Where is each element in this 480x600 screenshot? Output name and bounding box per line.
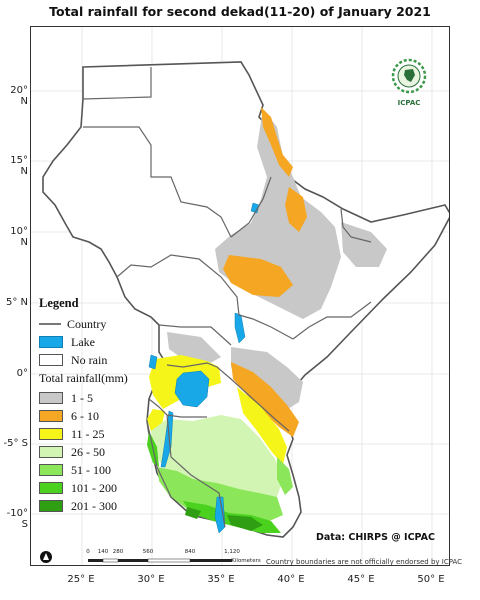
rainfall-class-swatch (39, 392, 63, 404)
region-landmass (42, 61, 449, 538)
legend-title: Legend (39, 296, 79, 310)
lake-victoria (174, 370, 210, 408)
rainfall-class-label: 11 - 25 (71, 426, 105, 441)
scale-label-0: 0 (86, 549, 90, 555)
lon-tick-40e: 40° E (277, 574, 305, 585)
lake-swatch (39, 336, 63, 348)
legend-class-row: 1 - 5 (39, 389, 169, 407)
rainfall-class-label: 1 - 5 (71, 390, 93, 405)
lat-tick-20n: 20° N (10, 85, 28, 107)
rainfall-class-label: 201 - 300 (71, 498, 117, 513)
legend-class-row: 201 - 300 (39, 497, 169, 515)
norain-swatch (39, 354, 63, 366)
legend-class-row: 11 - 25 (39, 425, 169, 443)
scale-label-840: 840 (184, 549, 196, 555)
lon-tick-25e: 25° E (67, 574, 95, 585)
legend-country-label: Country (67, 316, 107, 331)
rainfall-class-swatch (39, 446, 63, 458)
icpac-logo: ICPAC (386, 58, 432, 107)
lat-tick-10n: 10° N (10, 226, 28, 248)
scale-label-1120: 1,120 (224, 549, 240, 555)
scale-bar: 0 140 280 560 840 1,120 Kilometers (80, 549, 260, 567)
scale-unit: Kilometers (231, 558, 261, 564)
boundary-disclaimer: Country boundaries are not officially en… (266, 558, 463, 566)
scale-label-280: 280 (112, 549, 124, 555)
rainfall-class-swatch (39, 482, 63, 494)
igad-emblem-icon (391, 58, 427, 94)
rainfall-class-swatch (39, 464, 63, 476)
lon-tick-35e: 35° E (207, 574, 235, 585)
lake-albert (148, 354, 158, 370)
country-line-symbol (39, 323, 61, 325)
legend-lake-label: Lake (71, 334, 95, 349)
north-arrow-icon (40, 551, 52, 563)
legend-lake-row: Lake (39, 333, 169, 351)
rainfall-class-label: 51 - 100 (71, 462, 111, 477)
lat-tick-5n: 5° N (5, 297, 28, 308)
lake-malawi (214, 496, 226, 534)
legend-class-row: 51 - 100 (39, 461, 169, 479)
legend-rain-title: Total rainfall(mm) (39, 371, 128, 385)
legend-classes: 1 - 5 6 - 10 11 - 25 26 - 50 51 - 100 101 - 2… (39, 389, 169, 515)
legend-class-row: 6 - 10 (39, 407, 169, 425)
map-title: Total rainfall for second dekad(11-20) o… (49, 4, 431, 19)
rainfall-class-swatch (39, 410, 63, 422)
legend-norain-label: No rain (71, 352, 108, 367)
lake-tana (250, 202, 260, 214)
lat-tick-15n: 15° N (10, 155, 28, 177)
rainfall-class-swatch (39, 500, 63, 512)
lat-tick-0: 0° (16, 368, 28, 379)
lake-tanganyika (160, 410, 174, 468)
lon-tick-45e: 45° E (347, 574, 375, 585)
logo-label: ICPAC (397, 99, 421, 107)
lakes (148, 202, 260, 534)
map-frame (30, 26, 450, 566)
lat-tick-10s: -10° S (6, 508, 28, 530)
lon-tick-30e: 30° E (137, 574, 165, 585)
rainfall-class-label: 101 - 200 (71, 480, 117, 495)
lat-tick-5s: -5° S (3, 438, 29, 449)
legend-norain-row: No rain (39, 351, 169, 369)
legend-class-row: 26 - 50 (39, 443, 169, 461)
legend-country-row: Country (39, 315, 169, 333)
legend: Legend Country Lake No rain Total rainfa… (39, 296, 169, 515)
lon-tick-50e: 50° E (417, 574, 445, 585)
country-boundaries (82, 67, 372, 528)
map-canvas (31, 27, 449, 565)
scale-label-140: 140 (97, 549, 109, 555)
rainfall-class-label: 6 - 10 (71, 408, 99, 423)
rainfall-class-label: 26 - 50 (71, 444, 105, 459)
scale-label-560: 560 (142, 549, 154, 555)
rainfall-class-swatch (39, 428, 63, 440)
legend-class-row: 101 - 200 (39, 479, 169, 497)
data-credit: Data: CHIRPS @ ICPAC (316, 532, 435, 543)
scale-bar-graphic (88, 558, 232, 563)
